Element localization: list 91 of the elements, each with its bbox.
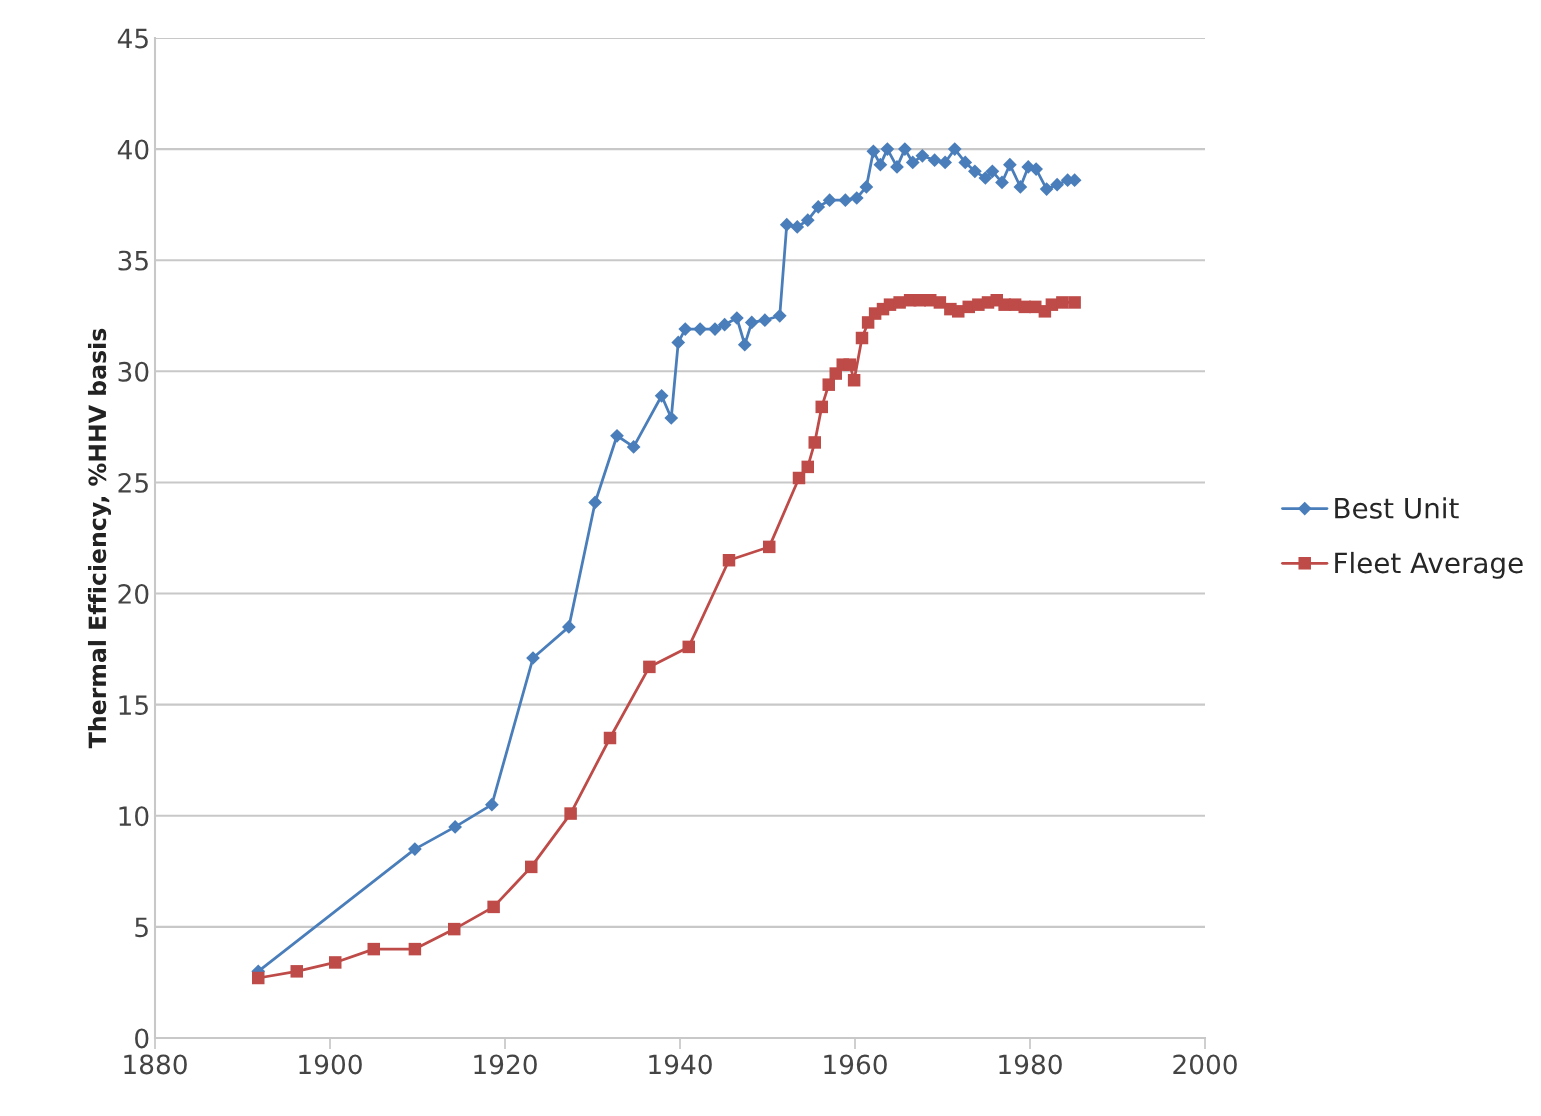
point: [1039, 182, 1054, 196]
point: [985, 164, 1000, 179]
point: [898, 142, 912, 156]
point: [643, 660, 656, 674]
point: [290, 965, 303, 978]
point: [708, 322, 722, 336]
point: [682, 640, 695, 654]
x-tick-label: 2000: [1173, 1054, 1237, 1075]
legend-label: Fleet Average: [1335, 551, 1523, 579]
y-axis-title: Thermal Efficiency, %HHV basis: [87, 328, 111, 749]
x-tick-label: 1900: [299, 1054, 362, 1075]
point: [859, 180, 874, 194]
point: [1056, 296, 1069, 309]
point: [855, 331, 869, 345]
point: [815, 400, 828, 414]
point: [800, 213, 815, 228]
y-tick-label: 10: [119, 806, 149, 827]
point: [822, 193, 837, 208]
point: [763, 540, 776, 554]
point: [671, 335, 686, 350]
point: [654, 388, 669, 403]
x-tick-label: 1920: [474, 1054, 537, 1075]
point: [938, 155, 952, 170]
point: [915, 148, 930, 163]
point: [744, 315, 759, 330]
x-tick-label: 1980: [999, 1054, 1062, 1075]
point: [822, 378, 835, 391]
point: [779, 217, 794, 232]
point: [1003, 157, 1017, 172]
point: [880, 142, 895, 156]
point: [525, 860, 538, 874]
point: [678, 322, 693, 336]
point: [933, 296, 947, 309]
point: [562, 620, 576, 634]
point: [968, 164, 982, 179]
y-tick-label: 15: [119, 695, 148, 716]
point: [487, 900, 500, 914]
point: [927, 153, 942, 168]
point: [588, 495, 602, 510]
y-tick-label: 30: [118, 361, 149, 382]
point: [792, 471, 806, 485]
point: [811, 200, 826, 214]
y-tick-label: 0: [135, 1028, 149, 1049]
point: [448, 922, 461, 936]
point: [693, 322, 707, 336]
x-tick-label: 1880: [124, 1054, 187, 1075]
point: [367, 942, 380, 956]
point: [485, 797, 499, 812]
point: [978, 171, 993, 185]
y-tick-label: 20: [118, 584, 149, 604]
point: [772, 308, 787, 323]
point: [1013, 180, 1028, 194]
y-tick-label: 35: [118, 250, 148, 271]
point: [722, 553, 736, 567]
y-tick-label: 45: [117, 28, 148, 49]
point: [408, 942, 422, 956]
point: [905, 155, 920, 170]
legend-label: Best Unit: [1335, 497, 1459, 519]
point: [801, 460, 814, 474]
point: [626, 440, 641, 454]
x-tick-label: 1940: [649, 1054, 712, 1075]
y-tick-label: 5: [135, 917, 148, 938]
point: [664, 411, 679, 425]
point: [847, 373, 861, 387]
point: [252, 971, 265, 985]
point: [730, 311, 744, 325]
point: [448, 820, 462, 834]
y-tick-label: 25: [118, 472, 148, 493]
point: [958, 155, 973, 170]
point: [758, 313, 772, 328]
point: [838, 193, 853, 208]
point: [1029, 162, 1043, 176]
point: [995, 175, 1009, 190]
point: [329, 956, 342, 969]
point: [866, 144, 881, 159]
point: [790, 220, 805, 234]
point: [737, 337, 752, 352]
x-tick-label: 1960: [824, 1054, 887, 1075]
y-tick-label: 40: [117, 139, 149, 160]
point: [564, 807, 577, 820]
point: [947, 142, 962, 156]
point: [1050, 177, 1064, 192]
point: [849, 191, 864, 205]
point: [610, 428, 624, 443]
point: [808, 436, 821, 449]
point: [873, 157, 888, 172]
point: [408, 842, 422, 856]
point: [603, 731, 617, 745]
point: [1068, 296, 1081, 309]
point: [843, 358, 856, 371]
point: [717, 317, 732, 332]
